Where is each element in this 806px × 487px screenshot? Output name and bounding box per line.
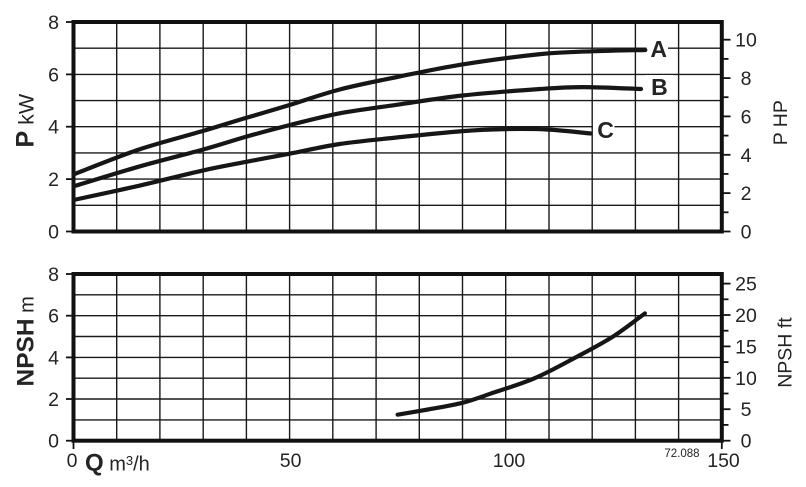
svg-text:2: 2: [48, 389, 59, 411]
svg-text:B: B: [651, 74, 668, 100]
svg-text:72.088: 72.088: [664, 448, 699, 460]
svg-text:2: 2: [741, 183, 752, 205]
svg-text:0: 0: [741, 222, 752, 244]
svg-text:10: 10: [735, 368, 757, 390]
svg-text:P kW: P kW: [12, 93, 40, 147]
svg-text:25: 25: [735, 274, 757, 296]
svg-text:4: 4: [48, 347, 59, 369]
svg-text:A: A: [650, 36, 667, 62]
svg-text:NPSH m: NPSH m: [13, 296, 40, 386]
svg-text:4: 4: [48, 117, 59, 139]
svg-text:0: 0: [67, 450, 78, 472]
svg-text:100: 100: [493, 450, 526, 472]
svg-text:P HP: P HP: [770, 100, 792, 145]
svg-text:NPSH ft: NPSH ft: [775, 317, 797, 388]
svg-text:0: 0: [741, 431, 752, 453]
svg-text:20: 20: [735, 305, 757, 327]
svg-text:15: 15: [735, 336, 757, 358]
svg-text:150: 150: [707, 450, 740, 472]
svg-text:2: 2: [48, 169, 59, 191]
svg-text:8: 8: [741, 68, 752, 90]
svg-text:50: 50: [280, 450, 302, 472]
svg-text:0: 0: [48, 222, 59, 244]
svg-text:8: 8: [48, 12, 59, 34]
svg-text:C: C: [597, 117, 614, 143]
svg-text:6: 6: [48, 306, 59, 328]
svg-text:Q m3/h: Q m3/h: [85, 450, 150, 477]
svg-text:8: 8: [48, 264, 59, 286]
svg-text:4: 4: [741, 145, 752, 167]
svg-text:6: 6: [48, 64, 59, 86]
svg-text:6: 6: [741, 106, 752, 128]
svg-text:5: 5: [741, 399, 752, 421]
svg-text:0: 0: [48, 431, 59, 453]
svg-text:10: 10: [735, 30, 757, 52]
